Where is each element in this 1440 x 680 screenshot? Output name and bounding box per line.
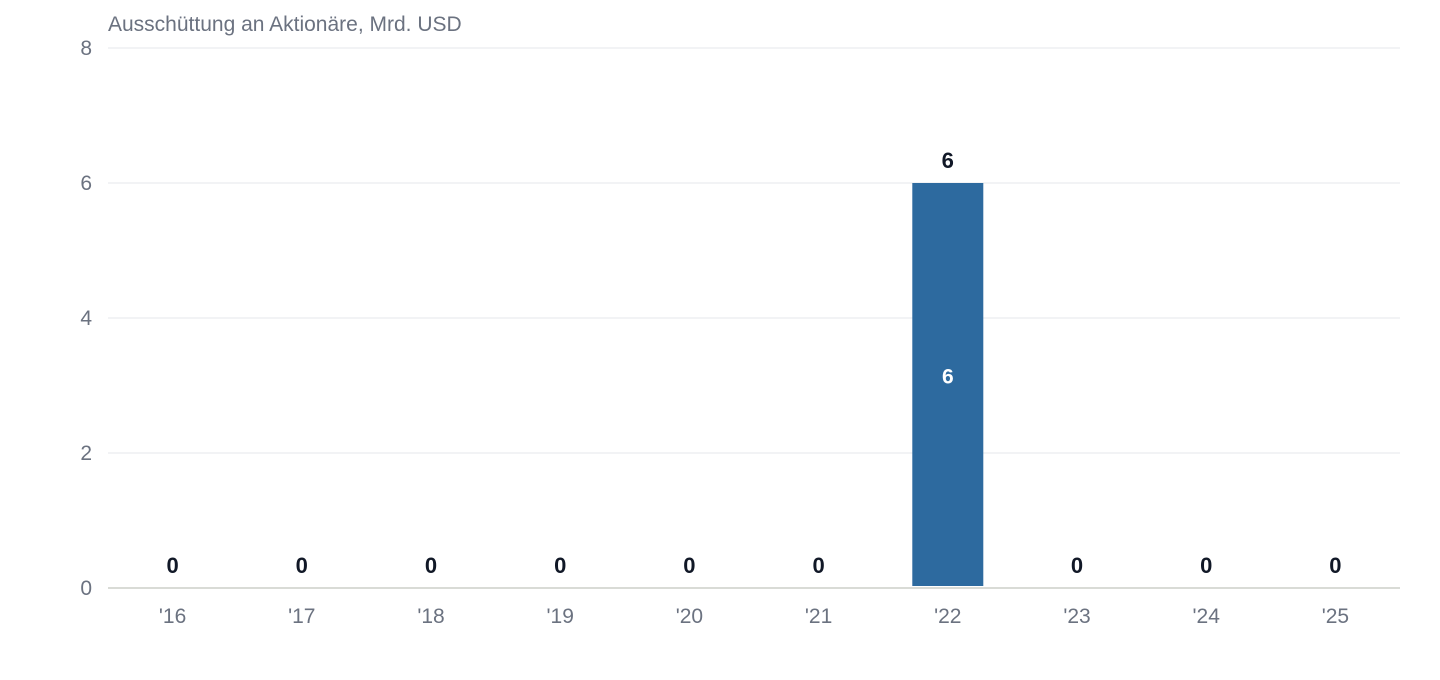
- bar: [912, 183, 984, 586]
- x-tick-label: '22: [934, 605, 961, 628]
- bar-value-label: 0: [1200, 553, 1212, 578]
- x-tick-label: '19: [547, 605, 574, 628]
- y-tick-label: 8: [80, 37, 92, 60]
- x-axis-ticks: '16 '17 '18 '19 '20 '21 '22 '23 '24 '25: [159, 605, 1349, 628]
- y-tick-label: 0: [80, 577, 92, 600]
- bar-inner-label: 6: [942, 366, 954, 389]
- bar-value-label: 0: [425, 553, 437, 578]
- x-tick-label: '23: [1063, 605, 1090, 628]
- x-tick-label: '18: [417, 605, 444, 628]
- y-tick-label: 6: [80, 172, 92, 195]
- x-tick-label: '25: [1322, 605, 1349, 628]
- data-labels: 0 0 0 0 0 0 6 6 0 0 0: [166, 148, 1341, 578]
- x-tick-label: '16: [159, 605, 186, 628]
- bar-value-label: 0: [1329, 553, 1341, 578]
- y-tick-label: 4: [80, 307, 92, 330]
- bar-value-label: 6: [942, 148, 954, 173]
- bar-value-label: 0: [296, 553, 308, 578]
- gridlines: [108, 47, 1400, 589]
- y-axis-ticks: 0 2 4 6 8: [80, 37, 92, 600]
- bars: [912, 183, 984, 586]
- bar-value-label: 0: [166, 553, 178, 578]
- x-tick-label: '21: [805, 605, 832, 628]
- bar-value-label: 0: [812, 553, 824, 578]
- x-tick-label: '17: [288, 605, 315, 628]
- chart-title: Ausschüttung an Aktionäre, Mrd. USD: [108, 13, 462, 36]
- bar-value-label: 0: [1071, 553, 1083, 578]
- bar-value-label: 0: [683, 553, 695, 578]
- bar-value-label: 0: [554, 553, 566, 578]
- x-tick-label: '24: [1193, 605, 1221, 628]
- x-tick-label: '20: [676, 605, 703, 628]
- y-tick-label: 2: [80, 442, 92, 465]
